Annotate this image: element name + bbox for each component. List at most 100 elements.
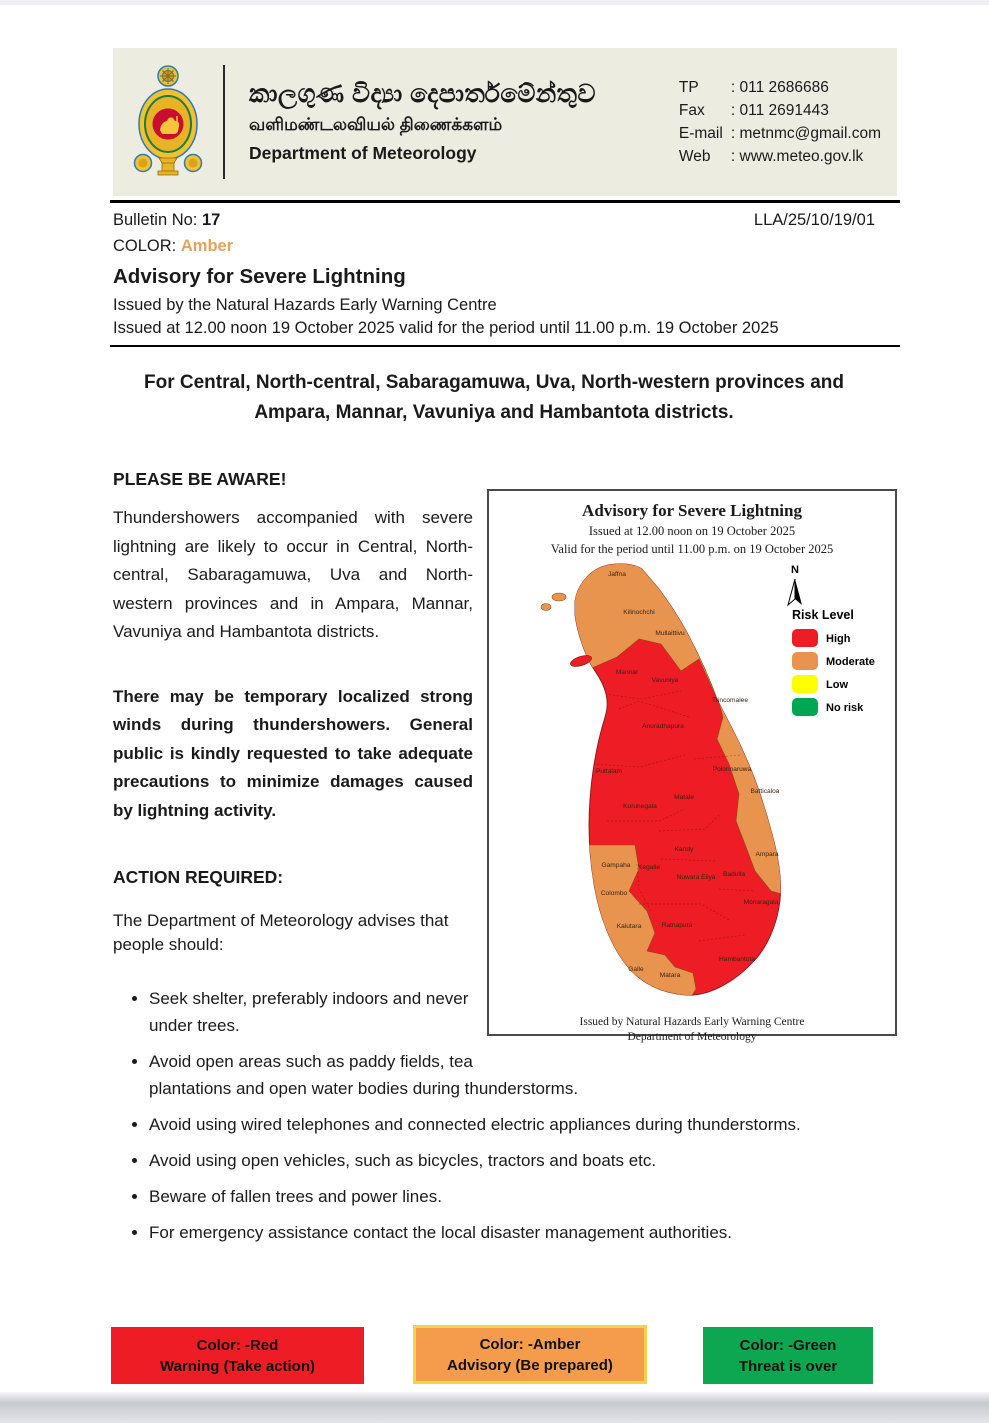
org-name-english: Department of Meteorology: [249, 143, 477, 163]
svg-text:Gampaha: Gampaha: [602, 862, 631, 869]
svg-text:N: N: [791, 564, 799, 576]
contact-label: E-mail: [678, 125, 723, 142]
svg-text:Nuwara Eliya: Nuwara Eliya: [677, 874, 716, 881]
issued-by-line: Issued by the Natural Hazards Early Warn…: [113, 296, 497, 314]
bulletin-reference: LLA/25/10/19/01: [753, 211, 875, 229]
bulletin-head: Bulletin No: 17 LLA/25/10/19/01 COLOR: A…: [113, 211, 875, 338]
contact-label: Web: [678, 148, 711, 165]
bulletin-color-line: COLOR: Amber: [113, 237, 875, 256]
sri-lanka-emblem-logo: [113, 62, 223, 182]
action-bullet-list: Seek shelter, preferably indoors and nev…: [113, 985, 897, 1246]
north-arrow-icon: N: [787, 564, 802, 607]
bullet-text: For emergency assistance contact the loc…: [149, 1223, 733, 1242]
aware-paragraph: Thundershowers accompanied with severe l…: [113, 508, 473, 641]
bullet-text: Seek shelter, preferably indoors and nev…: [149, 989, 469, 1035]
red-box-line2: Warning (Take action): [159, 1357, 315, 1375]
color-key-red-box: Color: -Red Warning (Take action): [111, 1327, 364, 1384]
svg-text:Batticaloa: Batticaloa: [751, 788, 780, 795]
contact-label: TP: [678, 79, 699, 96]
map-issued-line: Issued at 12.00 noon on 19 October 2025: [588, 524, 796, 538]
svg-text:Ampara: Ampara: [755, 851, 778, 858]
legend-title: Risk Level: [792, 608, 854, 622]
district-boundaries: [592, 690, 756, 942]
action-intro: The Department of Meteorology advises th…: [113, 911, 449, 954]
advisory-title: Advisory for Severe Lightning: [113, 265, 406, 288]
map-region-southwest-moderate: [575, 844, 697, 996]
contact-value: : 011 2691443: [730, 102, 829, 119]
color-value: Amber: [180, 237, 234, 255]
green-box-line1: Color: -Green: [739, 1336, 837, 1354]
map-valid-line: Valid for the period until 11.00 p.m. on…: [550, 542, 834, 556]
legend-swatch-moderate: [792, 652, 818, 670]
letterhead-divider: [223, 65, 225, 179]
bullet-text: Avoid using wired telephones and connect…: [149, 1115, 801, 1134]
contact-row-email: E-mail : metnmc@gmail.com: [679, 122, 881, 145]
legend-label-low: Low: [826, 679, 848, 691]
contact-label: Fax: [678, 102, 705, 119]
contact-value: : 011 2686686: [730, 79, 829, 96]
bulletin-number-value: 17: [201, 211, 221, 229]
svg-text:Kalutara: Kalutara: [617, 923, 642, 930]
svg-text:Galle: Galle: [628, 966, 644, 973]
bullet-text: Beware of fallen trees and power lines.: [149, 1187, 442, 1206]
svg-text:Hambantota: Hambantota: [719, 956, 755, 963]
svg-text:Mullaittivu: Mullaittivu: [655, 630, 685, 637]
map-caption: Issued by Natural Hazards Early Warning …: [489, 1015, 895, 1045]
svg-text:Kandy: Kandy: [675, 846, 694, 853]
amber-box-line2: Advisory (Be prepared): [447, 1356, 613, 1374]
contact-row-tp: TP : 011 2686686: [679, 76, 881, 99]
map-caption-line2: Department of Meteorology: [627, 1031, 757, 1043]
bullet-text: Avoid using open vehicles, such as bicyc…: [149, 1151, 657, 1170]
district-labels: Jaffna Kilinochchi Mullaittivu Mannar Va…: [596, 571, 780, 979]
bulletin-number: Bulletin No: 17: [113, 211, 220, 230]
bullet-item: Avoid open areas such as paddy fields, t…: [149, 1048, 897, 1102]
svg-text:Colombo: Colombo: [601, 890, 628, 897]
svg-text:Vavuniya: Vavuniya: [652, 677, 679, 684]
map-caption-line1: Issued by Natural Hazards Early Warning …: [579, 1016, 805, 1028]
emblem-icon: [133, 65, 203, 176]
main-content: Advisory for Severe Lightning Issued at …: [113, 458, 897, 1255]
bullet-item: Seek shelter, preferably indoors and nev…: [149, 985, 897, 1039]
letterhead: කාලගුණ විද්‍යා දෙපාර්තමේන්තුව வளிமண்டலவி…: [113, 48, 897, 196]
bullet-item: Avoid using open vehicles, such as bicyc…: [149, 1147, 897, 1174]
svg-text:Matale: Matale: [674, 794, 694, 801]
svg-text:Puttalam: Puttalam: [596, 768, 623, 775]
contact-value: : metnmc@gmail.com: [730, 125, 881, 142]
risk-map-figure: Advisory for Severe Lightning Issued at …: [487, 489, 897, 1043]
amber-box-line1: Color: -Amber: [479, 1335, 581, 1353]
strong-winds-paragraph: There may be temporary localized strong …: [113, 686, 473, 820]
svg-text:Polonnaruwa: Polonnaruwa: [713, 766, 752, 773]
svg-text:Kurunegala: Kurunegala: [623, 803, 657, 810]
svg-text:Kegalle: Kegalle: [638, 864, 660, 871]
risk-level-legend: Risk Level High Moderate Low No risk: [792, 608, 875, 716]
color-key-amber-box: Color: -Amber Advisory (Be prepared): [413, 1325, 647, 1384]
color-label: COLOR:: [113, 237, 181, 255]
bullet-item: Beware of fallen trees and power lines.: [149, 1183, 897, 1210]
svg-text:Anuradhapura: Anuradhapura: [642, 723, 684, 730]
region-heading: For Central, North-central, Sabaragamuwa…: [144, 372, 844, 423]
contact-row-fax: Fax : 011 2691443: [679, 99, 881, 122]
svg-text:Mannar: Mannar: [616, 669, 639, 676]
legend-label-norisk: No risk: [826, 702, 864, 714]
viewer-top-edge: [0, 0, 989, 5]
island-shape: [540, 563, 782, 996]
legend-label-moderate: Moderate: [826, 656, 875, 668]
svg-text:Matara: Matara: [660, 972, 681, 979]
green-box-line2: Threat is over: [738, 1357, 838, 1375]
please-be-aware-heading: PLEASE BE AWARE!: [113, 469, 287, 489]
map-title: Advisory for Severe Lightning: [582, 501, 802, 520]
svg-text:Badulla: Badulla: [723, 871, 745, 878]
svg-text:Ratnapura: Ratnapura: [662, 922, 693, 929]
svg-text:Kilinochchi: Kilinochchi: [623, 609, 655, 616]
svg-text:Monaragala: Monaragala: [744, 899, 779, 906]
action-required-heading: ACTION REQUIRED:: [113, 867, 284, 887]
org-name-tamil: வளிமண்டலவியல் திணைக்களம்: [249, 115, 503, 134]
horizontal-rule-thin: [110, 345, 900, 347]
contact-block: TP : 011 2686686 Fax : 011 2691443 E-mai…: [679, 76, 881, 168]
color-key-green-box: Color: -Green Threat is over: [703, 1327, 873, 1384]
svg-text:Jaffna: Jaffna: [608, 571, 626, 578]
bullet-text: Avoid open areas such as paddy fields, t…: [149, 1052, 579, 1098]
svg-text:Trincomalee: Trincomalee: [712, 697, 748, 704]
contact-value: : www.meteo.gov.lk: [730, 148, 864, 165]
